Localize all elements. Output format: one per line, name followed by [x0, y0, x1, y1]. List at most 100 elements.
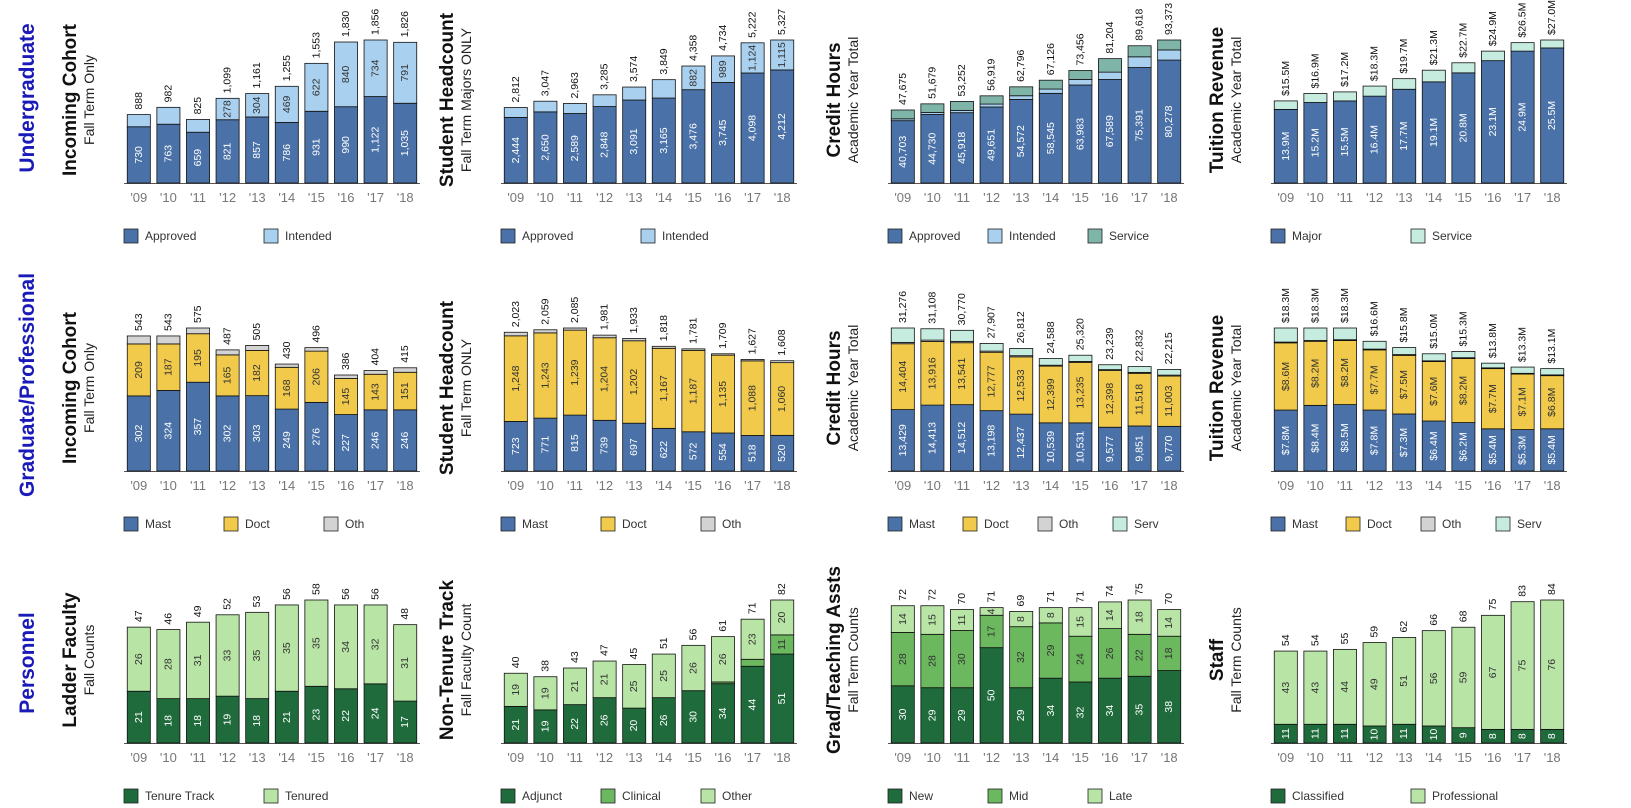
bar-segment-intended — [1127, 56, 1152, 68]
segment-label: 8 — [1546, 733, 1558, 739]
x-tick-label: '16 — [338, 478, 355, 493]
total-label: 62,796 — [1015, 50, 1027, 82]
segment-label: 43 — [1309, 682, 1321, 694]
segment-label: 30 — [956, 653, 968, 665]
total-label: 43 — [569, 651, 581, 663]
legend-label: Oth — [1442, 517, 1461, 531]
total-label: 1,099 — [222, 67, 234, 93]
x-tick-label: '15 — [1455, 478, 1472, 493]
segment-label: $7.5M — [1398, 370, 1410, 399]
total-label: 1,830 — [340, 11, 352, 37]
x-tick-label: '17 — [1131, 190, 1148, 205]
segment-label: 76 — [1546, 659, 1558, 671]
segment-label: 29 — [956, 709, 968, 721]
segment-label: 23 — [747, 633, 759, 645]
chart-subtitle: Fall Term Only — [81, 343, 97, 433]
segment-label: 3,165 — [658, 127, 670, 153]
total-label: 2,059 — [539, 298, 551, 324]
total-label: 27,907 — [986, 306, 998, 338]
x-tick-label: '13 — [1396, 190, 1413, 205]
segment-label: 1,122 — [370, 126, 382, 152]
bar-segment-intended — [215, 97, 240, 121]
legend-swatch-other — [700, 788, 716, 804]
bar-segment-other — [563, 667, 587, 706]
segment-label: $5.4M — [1546, 435, 1558, 464]
total-label: 61 — [717, 620, 729, 632]
legend-label: Approved — [522, 229, 573, 243]
total-label: 56,919 — [986, 59, 998, 91]
row-label-undergraduate: Undergraduate — [16, 23, 39, 172]
segment-label: 143 — [370, 383, 382, 401]
segment-label: 21 — [599, 673, 611, 685]
segment-label: 572 — [687, 442, 699, 460]
x-tick-label: '09 — [507, 750, 524, 765]
segment-label: 30 — [897, 708, 909, 720]
total-label: 5,327 — [776, 9, 788, 35]
total-label: 47 — [599, 644, 611, 656]
chart-panel-8: Tuition Revenue Academic Year Total $7.8M $… — [1207, 288, 1567, 532]
segment-label: $8.2M — [1457, 376, 1469, 405]
segment-label: $7.6M — [1428, 377, 1440, 406]
total-label: 1,781 — [687, 317, 699, 343]
total-label: 93,373 — [1163, 3, 1175, 35]
total-label: 40 — [510, 656, 522, 668]
segment-label: 18 — [1163, 647, 1175, 659]
bar-segment-serv — [1038, 358, 1063, 366]
total-label: 1,981 — [599, 304, 611, 330]
x-tick-label: '16 — [1485, 750, 1502, 765]
bar-segment-intended — [274, 85, 299, 123]
total-label: 1,826 — [399, 11, 411, 37]
segment-label: 10 — [1369, 728, 1381, 740]
segment-label: 21 — [569, 680, 581, 692]
legend-label: Adjunct — [522, 789, 563, 803]
legend-swatch-doct — [962, 516, 978, 532]
segment-label: 739 — [599, 437, 611, 455]
segment-label: 63,983 — [1074, 118, 1086, 150]
segment-label: 10 — [1428, 728, 1440, 740]
chart-panel-11: Grad/Teaching Assts Fall Term Counts 30 28 1… — [824, 566, 1184, 804]
bar-segment-other — [681, 644, 706, 692]
legend-swatch-doct — [600, 516, 616, 532]
bar-segment-oth — [740, 359, 765, 362]
segment-label: 931 — [310, 138, 322, 156]
segment-label: 26 — [687, 662, 699, 674]
legend-label: Intended — [1009, 229, 1056, 243]
x-tick-label: '10 — [1307, 750, 1324, 765]
total-label: 47 — [133, 610, 145, 622]
legend-swatch-mast — [887, 516, 903, 532]
bar-segment-other — [740, 618, 765, 660]
chart-title: Incoming Cohort — [60, 23, 81, 176]
x-tick-label: '11 — [1337, 750, 1353, 765]
segment-label: 22 — [569, 718, 581, 730]
x-tick-label: '15 — [685, 750, 702, 765]
segment-label: 38 — [1163, 701, 1175, 713]
total-label: 56 — [687, 629, 699, 641]
x-tick-label: '13 — [1396, 750, 1413, 765]
total-label: 84 — [1546, 583, 1558, 595]
segment-label: 9,851 — [1134, 435, 1146, 461]
chart-title: Staff — [1207, 638, 1228, 681]
bar-segment-intended — [503, 107, 528, 118]
x-tick-label: '14 — [1042, 750, 1059, 765]
total-label: 575 — [192, 305, 204, 323]
segment-label: 821 — [222, 142, 234, 160]
chart-title: Incoming Cohort — [60, 311, 81, 464]
legend-swatch-new — [887, 788, 903, 804]
bar-segment-serv — [1421, 353, 1446, 362]
x-tick-label: '18 — [1161, 190, 1178, 205]
bar-segment-intended — [1038, 88, 1063, 94]
bar-segment-late — [1127, 599, 1152, 635]
segment-label: 1,167 — [658, 375, 670, 401]
total-label: $18.3M — [1339, 288, 1351, 323]
total-label: 3,849 — [658, 48, 670, 74]
legend-label: New — [909, 789, 933, 803]
total-label: 30,770 — [956, 293, 968, 325]
total-label: 543 — [133, 313, 145, 331]
segment-label: 50 — [986, 689, 998, 701]
segment-label: 18 — [251, 715, 263, 727]
segment-label: 554 — [717, 443, 729, 461]
segment-label: 44 — [1339, 681, 1351, 693]
total-label: $27.0M — [1546, 0, 1558, 35]
total-label: 62 — [1398, 621, 1410, 633]
bar-segment-intended — [334, 41, 358, 108]
